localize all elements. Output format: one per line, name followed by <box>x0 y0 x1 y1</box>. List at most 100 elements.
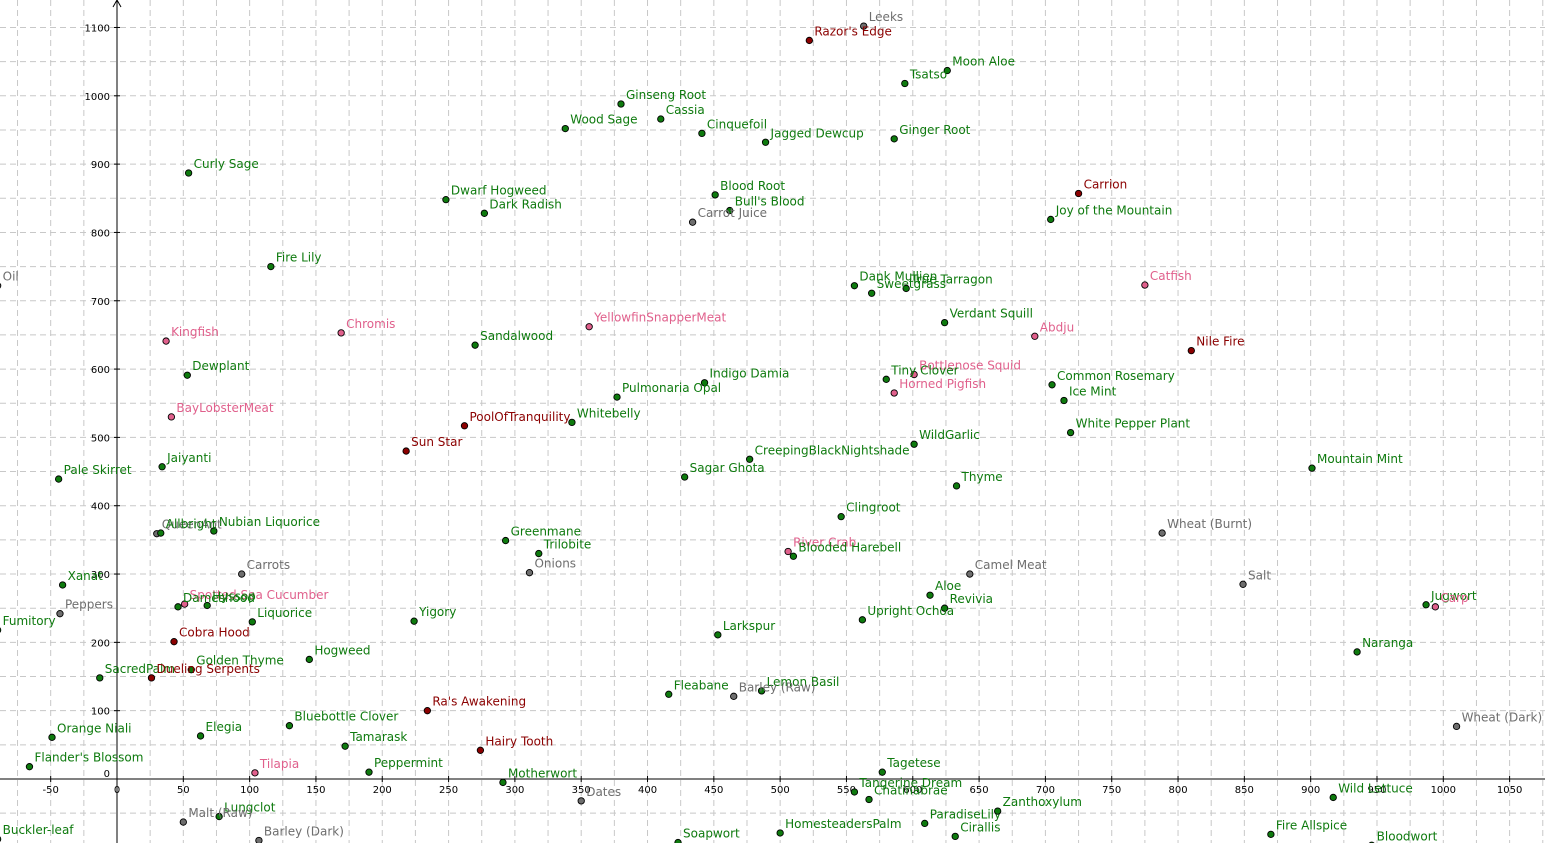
point-razor-s-edge[interactable]: Razor's Edge <box>805 24 892 45</box>
point-moon-aloe[interactable]: Moon Aloe <box>943 55 1015 75</box>
point-tilapia[interactable]: Tilapia <box>251 757 299 777</box>
point-greenmane[interactable]: Greenmane <box>501 525 581 545</box>
point-horned-pigfish[interactable]: Horned Pigfish <box>890 377 986 397</box>
point-barley-raw[interactable]: Barley (Raw) <box>730 680 816 700</box>
point-common-rosemary[interactable]: Common Rosemary <box>1048 369 1175 389</box>
point-marker[interactable] <box>585 323 593 331</box>
point-trilobite[interactable]: Trilobite <box>535 538 592 558</box>
point-pooloftranquility[interactable]: PoolOfTranquility <box>460 410 570 430</box>
point-marker[interactable] <box>868 289 876 297</box>
point-motherwort[interactable]: Motherwort <box>499 766 578 787</box>
point-marker[interactable] <box>365 768 373 776</box>
point-dueling-serpents[interactable]: Dueling Serpents <box>147 662 260 682</box>
point-carrion[interactable]: Carrion <box>1074 177 1127 198</box>
point-marker[interactable] <box>1047 215 1055 224</box>
point-peppermint[interactable]: Peppermint <box>365 756 443 776</box>
point-marker[interactable] <box>1060 396 1068 405</box>
point-ginseng-root[interactable]: Ginseng Root <box>617 88 707 108</box>
point-white-pepper-plant[interactable]: White Pepper Plant <box>1066 417 1190 437</box>
point-marker[interactable] <box>789 552 798 560</box>
point-upright-ochoa[interactable]: Upright Ochoa <box>858 604 954 624</box>
point-marker[interactable] <box>174 603 182 611</box>
point-marker[interactable] <box>711 191 719 199</box>
point-dameshood[interactable]: Dameshood <box>174 591 255 611</box>
point-marker[interactable] <box>1048 381 1056 389</box>
point-river-crab[interactable]: River Crab <box>784 535 856 556</box>
point-cinquefoil[interactable]: Cinquefoil <box>698 117 767 138</box>
point-fumitory[interactable]: Fumitory <box>0 614 56 633</box>
point-whitebelly[interactable]: Whitebelly <box>568 406 641 427</box>
point-marker[interactable] <box>476 746 485 754</box>
point-marker[interactable] <box>54 475 63 483</box>
point-leeks[interactable]: Leeks <box>860 10 904 30</box>
point-sandalwood[interactable]: Sandalwood <box>471 329 553 349</box>
point-marker[interactable] <box>730 692 738 700</box>
point-marker[interactable] <box>1431 603 1439 611</box>
point-jagged-dewcup[interactable]: Jagged Dewcup <box>761 126 864 146</box>
point-marker[interactable] <box>952 482 961 490</box>
point-ra-s-awakening[interactable]: Ra's Awakening <box>423 695 526 715</box>
point-marker[interactable] <box>184 169 193 177</box>
point-nubian-liquorice[interactable]: Nubian Liquorice <box>210 515 320 535</box>
point-lemon-basil[interactable]: Lemon Basil <box>757 675 839 695</box>
point-marker[interactable] <box>480 209 489 217</box>
point-marker[interactable] <box>568 418 576 427</box>
point-dewplant[interactable]: Dewplant <box>183 359 250 379</box>
point-marker[interactable] <box>238 570 246 578</box>
point-marker[interactable] <box>613 393 621 401</box>
point-paradiselily[interactable]: ParadiseLily <box>921 807 1002 828</box>
point-blood-root[interactable]: Blood Root <box>711 179 785 199</box>
point-marker[interactable] <box>665 690 673 698</box>
point-tsatso[interactable]: Tsatso <box>901 68 947 88</box>
point-marker[interactable] <box>1239 580 1247 588</box>
point-marker[interactable] <box>267 262 275 271</box>
point-marker[interactable] <box>180 600 189 608</box>
point-marker[interactable] <box>423 707 432 715</box>
point-marker[interactable] <box>910 440 918 448</box>
point-marker[interactable] <box>882 375 890 383</box>
point-peppers[interactable]: Peppers <box>56 598 113 618</box>
point-marker[interactable] <box>657 115 665 123</box>
point-golden-thyme[interactable]: Golden Thyme <box>187 654 284 674</box>
point-indigo-damia[interactable]: Indigo Damia <box>700 367 789 387</box>
point-pulmonaria-opal[interactable]: Pulmonaria Opal <box>613 381 721 401</box>
point-marker[interactable] <box>58 581 67 589</box>
point-xanat[interactable]: Xanat <box>58 569 103 589</box>
point-marker[interactable] <box>745 455 754 463</box>
point-marker[interactable] <box>1074 189 1083 198</box>
point-carrot-juice[interactable]: Carrot Juice <box>688 206 767 226</box>
point-marker[interactable] <box>714 631 722 639</box>
point-marker[interactable] <box>577 797 585 805</box>
point-salt[interactable]: Salt <box>1239 568 1272 588</box>
point-marker[interactable] <box>700 379 709 387</box>
point-marker[interactable] <box>726 206 734 215</box>
point-marker[interactable] <box>167 413 176 421</box>
point-hogweed[interactable]: Hogweed <box>305 643 371 664</box>
point-chatinabrae[interactable]: Chatinabrae <box>865 783 948 804</box>
point-jaiyanti[interactable]: Jaiyanti <box>158 451 212 471</box>
point-marker[interactable] <box>837 513 845 521</box>
point-marker[interactable] <box>255 836 263 843</box>
point-marker[interactable] <box>341 742 349 750</box>
point-marker[interactable] <box>921 819 929 828</box>
point-dwarf-hogweed[interactable]: Dwarf Hogweed <box>442 184 547 204</box>
point-curly-sage[interactable]: Curly Sage <box>184 157 259 177</box>
point-marker[interactable] <box>158 463 166 471</box>
point-marker[interactable] <box>761 138 770 146</box>
point-marker[interactable] <box>940 318 949 327</box>
point-marker[interactable] <box>1066 428 1075 437</box>
point-clingroot[interactable]: Clingroot <box>837 501 901 521</box>
point-naranga[interactable]: Naranga <box>1353 636 1413 656</box>
point-marker[interactable] <box>1329 793 1337 802</box>
point-nile-fire[interactable]: Nile Fire <box>1187 335 1245 355</box>
point-creepingblacknightshade[interactable]: CreepingBlackNightshade <box>745 443 910 463</box>
point-wild-lettuce[interactable]: Wild Lettuce <box>1329 781 1413 802</box>
point-marker[interactable] <box>698 129 706 138</box>
point-marker[interactable] <box>951 832 959 841</box>
point-marker[interactable] <box>910 370 918 379</box>
point-marker[interactable] <box>402 447 410 455</box>
point-buckler-leaf[interactable]: Buckler-leaf <box>0 823 74 842</box>
point-marker[interactable] <box>170 638 178 646</box>
point-marker[interactable] <box>688 218 697 226</box>
point-marker[interactable] <box>1187 346 1195 355</box>
